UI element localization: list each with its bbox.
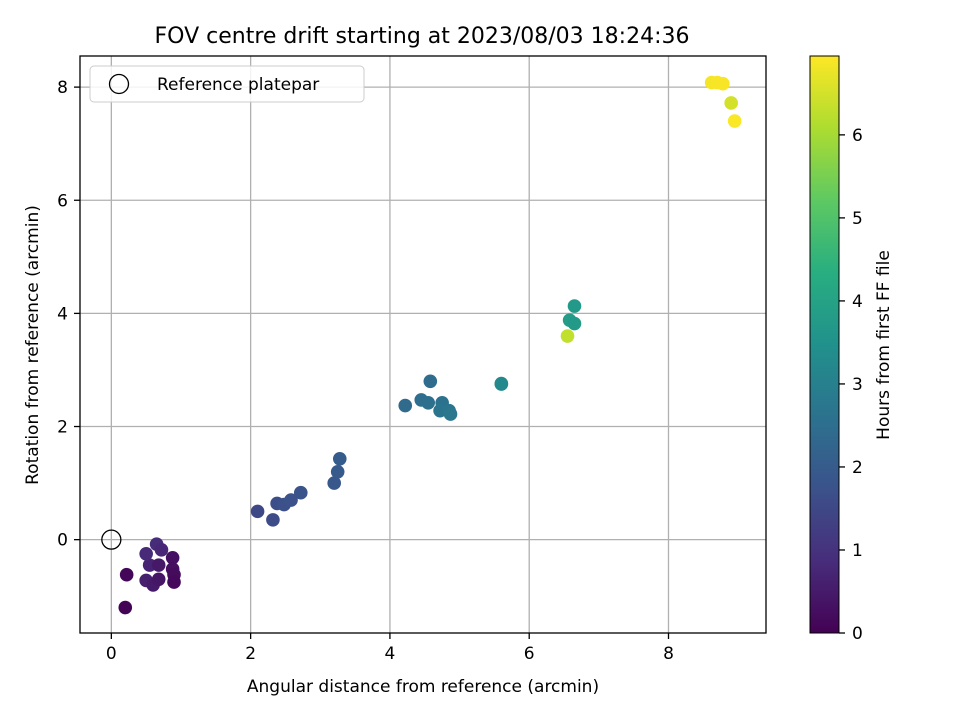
y-tick-label: 4 [57, 304, 68, 324]
data-point [151, 558, 166, 572]
colorbar-label: Hours from first FF file [874, 250, 894, 440]
colorbar-tick-label: 1 [852, 541, 863, 561]
data-point [567, 316, 582, 331]
data-point [266, 513, 280, 527]
plot-frame [79, 55, 767, 634]
colorbar-tick-label: 4 [852, 292, 863, 312]
grid-lines [80, 56, 766, 633]
data-point [293, 485, 308, 500]
colorbar-gradient [809, 55, 840, 634]
data-point [250, 504, 265, 519]
legend: Reference platepar [89, 65, 365, 103]
x-tick-label: 8 [663, 644, 674, 664]
data-point [724, 96, 738, 110]
x-tick-label: 4 [385, 644, 396, 664]
reference-marker [101, 529, 122, 550]
y-tick-label: 6 [57, 191, 68, 211]
x-axis-label: Angular distance from reference (arcmin) [247, 677, 599, 697]
y-axis-label: Rotation from reference (arcmin) [23, 205, 43, 485]
data-point [165, 550, 180, 565]
data-point [421, 395, 436, 410]
data-point [398, 398, 413, 413]
x-tick-label: 6 [524, 644, 535, 664]
legend-marker [108, 73, 130, 95]
data-point [560, 329, 575, 343]
y-tick-label: 8 [57, 78, 68, 98]
data-point [139, 547, 153, 561]
data-point [716, 76, 730, 91]
legend-entry-reference-platepar: Reference platepar [157, 75, 319, 95]
data-point [154, 543, 169, 557]
x-axis-ticks: 0 2 4 6 8 [106, 633, 674, 664]
y-tick-label: 0 [57, 531, 68, 551]
data-point [284, 493, 298, 507]
colorbar: 0 1 2 3 4 5 6 Hours from first FF file [809, 55, 894, 644]
data-point [423, 374, 438, 389]
data-point [151, 572, 166, 587]
data-point [118, 600, 133, 615]
data-point [330, 464, 345, 479]
legend-box [89, 65, 365, 103]
chart-title: FOV centre drift starting at 2023/08/03 … [155, 24, 690, 49]
data-point [443, 407, 458, 421]
data-points [118, 75, 742, 615]
reference-layer [101, 529, 122, 550]
data-point [119, 567, 134, 582]
y-axis-ticks: 0 2 4 6 8 [57, 78, 80, 551]
data-point [567, 299, 582, 313]
colorbar-tick-label: 0 [852, 624, 863, 644]
colorbar-tick-label: 3 [852, 375, 863, 395]
data-point [494, 377, 509, 391]
x-tick-label: 2 [245, 644, 256, 664]
y-tick-label: 2 [57, 418, 68, 438]
data-point [332, 451, 347, 466]
x-tick-label: 0 [106, 644, 117, 664]
colorbar-tick-label: 5 [852, 209, 863, 229]
colorbar-tick-label: 2 [852, 458, 863, 478]
colorbar-ticks: 0 1 2 3 4 5 6 [839, 126, 863, 644]
data-point [167, 575, 181, 589]
data-point [727, 114, 742, 128]
colorbar-tick-label: 6 [852, 126, 863, 146]
data-point [327, 476, 342, 490]
